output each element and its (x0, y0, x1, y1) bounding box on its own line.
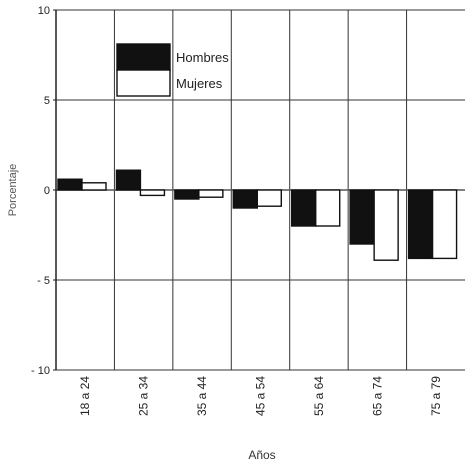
y-tick-label: 0 (44, 185, 50, 197)
legend: Hombres Mujeres (116, 43, 229, 97)
bar-mujeres (431, 189, 458, 260)
bar-mujeres (256, 189, 282, 207)
bar-mujeres (315, 189, 341, 227)
bar-hombres (407, 189, 434, 260)
x-tick-label: 65 a 74 (370, 376, 384, 416)
x-tick-label: 35 a 44 (195, 376, 209, 416)
y-tick-label: - 10 (31, 365, 50, 377)
legend-swatch-mujeres (116, 69, 171, 97)
bar-mujeres (81, 182, 107, 191)
x-tick-label: 55 a 64 (312, 376, 326, 416)
bar-hombres (349, 189, 375, 245)
legend-swatch-hombres (116, 43, 171, 71)
y-tick-label: 10 (38, 5, 50, 17)
bar-mujeres (373, 189, 399, 261)
y-axis-title: Porcentaje (7, 164, 19, 217)
y-tick-label: 5 (44, 95, 50, 107)
legend-label: Mujeres (176, 76, 223, 91)
x-tick-label: 25 a 34 (137, 376, 151, 416)
bar-hombres (57, 178, 83, 191)
x-tick-label: 75 a 79 (429, 376, 443, 416)
x-axis-title: Años (248, 448, 275, 462)
bar-hombres (291, 189, 317, 227)
bar-hombres (115, 169, 142, 191)
bar-mujeres (198, 189, 224, 198)
bar-hombres (174, 189, 200, 200)
bars (57, 169, 458, 261)
x-tick-label: 18 a 24 (78, 376, 92, 416)
x-axis: 18 a 24 25 a 34 35 a 44 45 a 54 55 a 64 65 a … (78, 376, 443, 416)
bar-hombres (232, 189, 258, 209)
bar-mujeres (139, 189, 166, 197)
x-tick-label: 45 a 54 (254, 376, 268, 416)
y-tick-label: - 5 (37, 275, 50, 287)
legend-label: Hombres (176, 50, 229, 65)
y-axis: 10 5 0 - 5 - 10 (31, 5, 57, 377)
